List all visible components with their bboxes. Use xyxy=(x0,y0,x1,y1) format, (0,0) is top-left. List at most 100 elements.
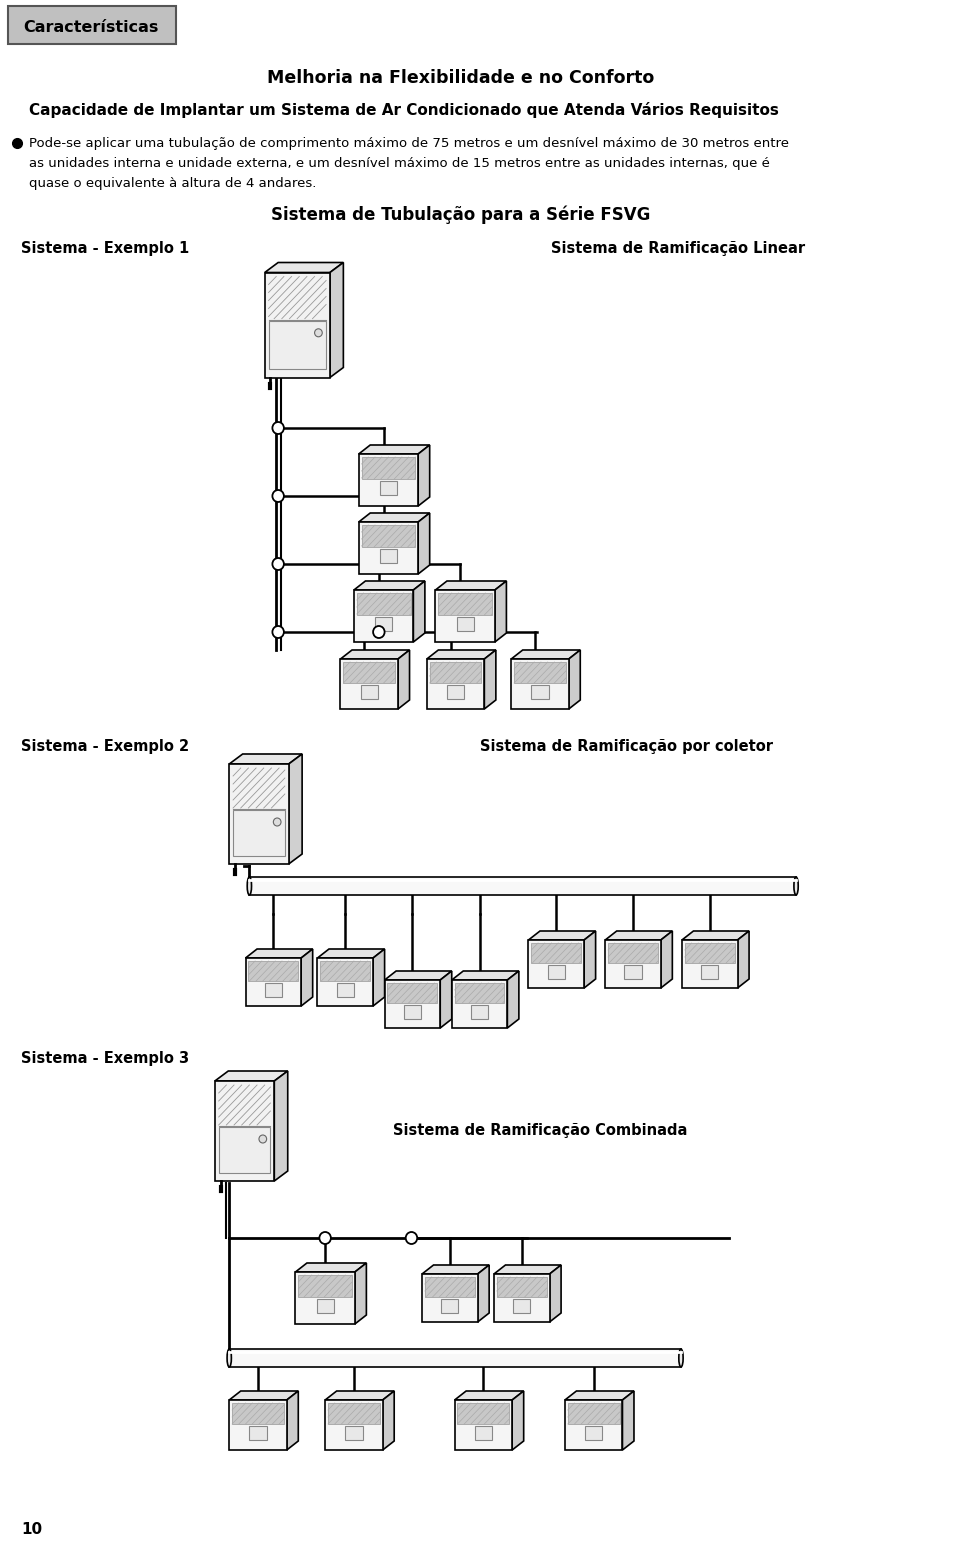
Bar xyxy=(357,593,411,615)
Polygon shape xyxy=(215,1072,288,1081)
Bar xyxy=(515,662,565,682)
Bar xyxy=(249,960,299,980)
Polygon shape xyxy=(528,931,595,940)
Polygon shape xyxy=(275,1072,288,1181)
Text: Sistema de Ramificação Combinada: Sistema de Ramificação Combinada xyxy=(394,1124,687,1138)
Polygon shape xyxy=(359,513,430,522)
Bar xyxy=(341,659,398,709)
Bar xyxy=(328,1403,380,1424)
Polygon shape xyxy=(289,753,302,865)
Polygon shape xyxy=(229,753,302,764)
Bar xyxy=(701,965,718,979)
Text: Pode-se aplicar uma tubulação de comprimento máximo de 75 metros e um desnível m: Pode-se aplicar uma tubulação de comprim… xyxy=(29,136,789,150)
Text: quase o equivalente à altura de 4 andares.: quase o equivalente à altura de 4 andare… xyxy=(29,176,316,190)
Bar xyxy=(325,1400,383,1450)
Bar xyxy=(547,965,564,979)
Ellipse shape xyxy=(679,1349,684,1366)
Bar xyxy=(318,957,373,1007)
Bar xyxy=(494,1274,549,1322)
Bar xyxy=(430,662,482,682)
Bar xyxy=(458,1403,510,1424)
Bar xyxy=(564,1400,622,1450)
Bar xyxy=(455,984,505,1004)
Bar xyxy=(359,522,419,574)
Bar xyxy=(404,1005,421,1019)
Polygon shape xyxy=(419,513,430,574)
Bar xyxy=(250,877,796,896)
Text: as unidades interna e unidade externa, e um desnível máximo de 15 metros entre a: as unidades interna e unidade externa, e… xyxy=(29,156,770,170)
Bar xyxy=(436,590,495,642)
Text: Sistema - Exemplo 3: Sistema - Exemplo 3 xyxy=(21,1050,189,1065)
Bar xyxy=(380,548,397,564)
Bar xyxy=(219,1127,271,1173)
Bar xyxy=(514,1299,530,1312)
Bar xyxy=(475,1427,492,1441)
Text: Sistema - Exemplo 2: Sistema - Exemplo 2 xyxy=(21,738,189,753)
Polygon shape xyxy=(383,1391,395,1450)
Bar xyxy=(605,940,660,988)
Bar xyxy=(427,659,485,709)
Bar xyxy=(531,686,548,699)
Bar xyxy=(250,1427,267,1441)
Bar xyxy=(567,1403,619,1424)
Polygon shape xyxy=(427,650,496,659)
Polygon shape xyxy=(359,445,430,454)
Bar xyxy=(439,593,492,615)
Bar xyxy=(471,1005,489,1019)
Bar xyxy=(354,590,414,642)
Bar xyxy=(246,957,301,1007)
Polygon shape xyxy=(605,931,672,940)
Text: Sistema de Tubulação para a Série FSVG: Sistema de Tubulação para a Série FSVG xyxy=(271,205,650,224)
Polygon shape xyxy=(341,650,410,659)
Bar xyxy=(455,1400,513,1450)
Bar xyxy=(346,1427,363,1441)
Bar xyxy=(299,1275,352,1297)
Bar xyxy=(585,1427,602,1441)
Bar xyxy=(425,1277,475,1297)
Polygon shape xyxy=(485,650,496,709)
Bar xyxy=(344,662,396,682)
Bar xyxy=(265,984,282,997)
Text: Melhoria na Flexibilidade e no Conforto: Melhoria na Flexibilidade e no Conforto xyxy=(267,69,654,86)
Polygon shape xyxy=(398,650,410,709)
Bar xyxy=(229,1400,287,1450)
Polygon shape xyxy=(737,931,749,988)
Bar xyxy=(375,618,393,631)
Polygon shape xyxy=(452,971,519,980)
Bar xyxy=(512,659,568,709)
Text: 10: 10 xyxy=(21,1522,42,1538)
Bar xyxy=(682,940,737,988)
Bar xyxy=(422,1274,478,1322)
Bar xyxy=(497,1277,546,1297)
Bar xyxy=(624,965,641,979)
Circle shape xyxy=(273,489,284,502)
Polygon shape xyxy=(508,971,519,1028)
Polygon shape xyxy=(246,950,313,957)
Circle shape xyxy=(406,1232,418,1244)
Bar xyxy=(388,984,438,1004)
Ellipse shape xyxy=(794,877,798,896)
Polygon shape xyxy=(584,931,595,988)
Bar xyxy=(337,984,354,997)
Polygon shape xyxy=(265,262,344,272)
Polygon shape xyxy=(355,1263,367,1325)
Polygon shape xyxy=(682,931,749,940)
Circle shape xyxy=(273,422,284,434)
Circle shape xyxy=(320,1232,331,1244)
Polygon shape xyxy=(564,1391,634,1400)
Bar xyxy=(361,686,378,699)
Polygon shape xyxy=(318,950,385,957)
Bar xyxy=(385,980,441,1028)
Bar xyxy=(447,686,465,699)
Polygon shape xyxy=(622,1391,634,1450)
Circle shape xyxy=(373,625,385,638)
Text: Sistema de Ramificação Linear: Sistema de Ramificação Linear xyxy=(551,241,805,256)
Bar xyxy=(296,1272,355,1325)
Bar xyxy=(229,764,289,865)
Bar xyxy=(233,811,285,855)
Bar xyxy=(229,1349,681,1366)
Bar xyxy=(362,525,416,547)
Bar xyxy=(684,943,734,963)
Polygon shape xyxy=(512,650,580,659)
Bar xyxy=(232,1403,284,1424)
